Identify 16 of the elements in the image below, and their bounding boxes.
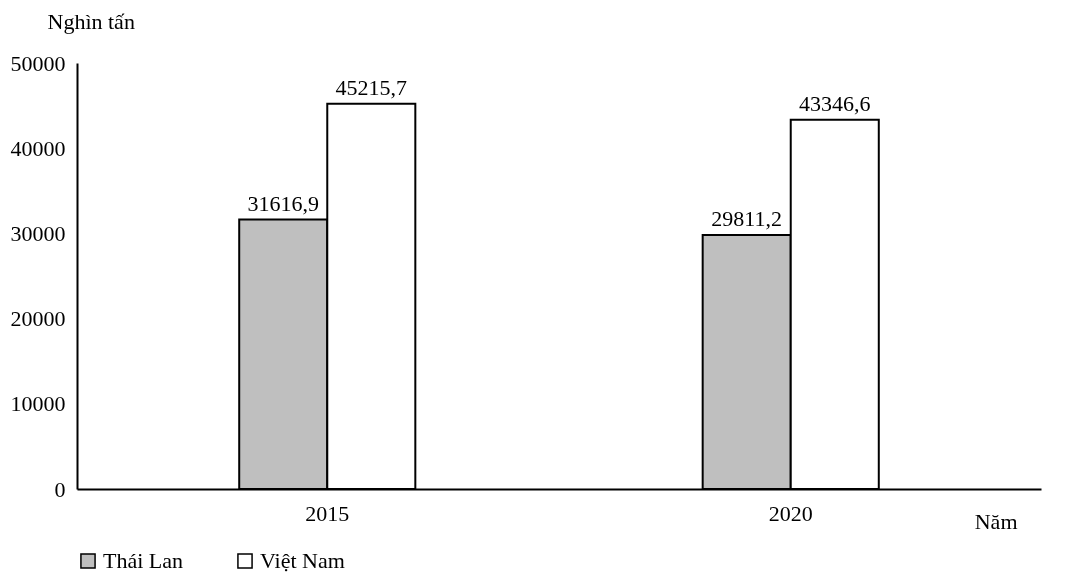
data-label: 31616,9 [247, 190, 319, 216]
legend-label: Việt Nam [260, 548, 345, 573]
x-tick-label: 2015 [305, 500, 350, 526]
x-tick-label: 2020 [768, 500, 813, 526]
y-tick-label: 50000 [10, 50, 66, 76]
x-axis-title: Năm [974, 508, 1018, 534]
legend-label: Thái Lan [103, 548, 184, 573]
y-axis-title: Nghìn tấn [47, 8, 135, 34]
data-label: 29811,2 [711, 206, 783, 232]
y-tick-label: 20000 [10, 306, 66, 332]
y-tick-label: 0 [54, 476, 66, 502]
data-label: 43346,6 [799, 90, 871, 116]
data-label: 45215,7 [335, 74, 408, 100]
y-tick-label: 40000 [10, 135, 66, 161]
y-tick-label: 10000 [10, 391, 66, 417]
y-tick-label: 30000 [10, 220, 66, 246]
